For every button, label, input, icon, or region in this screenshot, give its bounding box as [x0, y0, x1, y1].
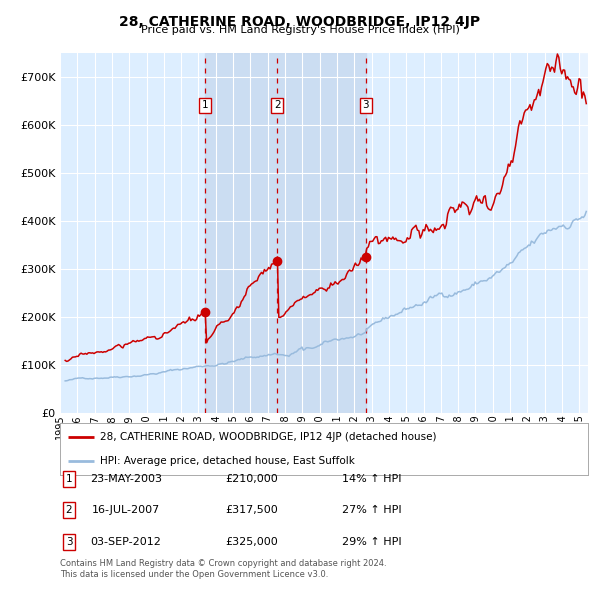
Text: 2: 2 — [65, 506, 73, 515]
Text: 03-SEP-2012: 03-SEP-2012 — [91, 537, 161, 546]
Text: £325,000: £325,000 — [226, 537, 278, 546]
Text: 28, CATHERINE ROAD, WOODBRIDGE, IP12 4JP (detached house): 28, CATHERINE ROAD, WOODBRIDGE, IP12 4JP… — [100, 432, 436, 442]
Text: This data is licensed under the Open Government Licence v3.0.: This data is licensed under the Open Gov… — [60, 571, 328, 579]
Bar — [205, 53, 366, 413]
Text: 3: 3 — [65, 537, 73, 546]
Text: 28, CATHERINE ROAD, WOODBRIDGE, IP12 4JP: 28, CATHERINE ROAD, WOODBRIDGE, IP12 4JP — [119, 15, 481, 29]
Text: Price paid vs. HM Land Registry's House Price Index (HPI): Price paid vs. HM Land Registry's House … — [140, 25, 460, 35]
Text: 29% ↑ HPI: 29% ↑ HPI — [342, 537, 402, 546]
Text: 3: 3 — [362, 100, 369, 110]
Text: 1: 1 — [202, 100, 208, 110]
Text: HPI: Average price, detached house, East Suffolk: HPI: Average price, detached house, East… — [100, 456, 355, 466]
Text: 14% ↑ HPI: 14% ↑ HPI — [342, 474, 402, 484]
Text: £317,500: £317,500 — [226, 506, 278, 515]
Text: 16-JUL-2007: 16-JUL-2007 — [92, 506, 160, 515]
Text: 23-MAY-2003: 23-MAY-2003 — [90, 474, 162, 484]
Text: Contains HM Land Registry data © Crown copyright and database right 2024.: Contains HM Land Registry data © Crown c… — [60, 559, 386, 568]
Bar — [580, 53, 588, 413]
Text: 2: 2 — [274, 100, 280, 110]
Text: £210,000: £210,000 — [226, 474, 278, 484]
Text: 1: 1 — [65, 474, 73, 484]
Text: 27% ↑ HPI: 27% ↑ HPI — [342, 506, 402, 515]
